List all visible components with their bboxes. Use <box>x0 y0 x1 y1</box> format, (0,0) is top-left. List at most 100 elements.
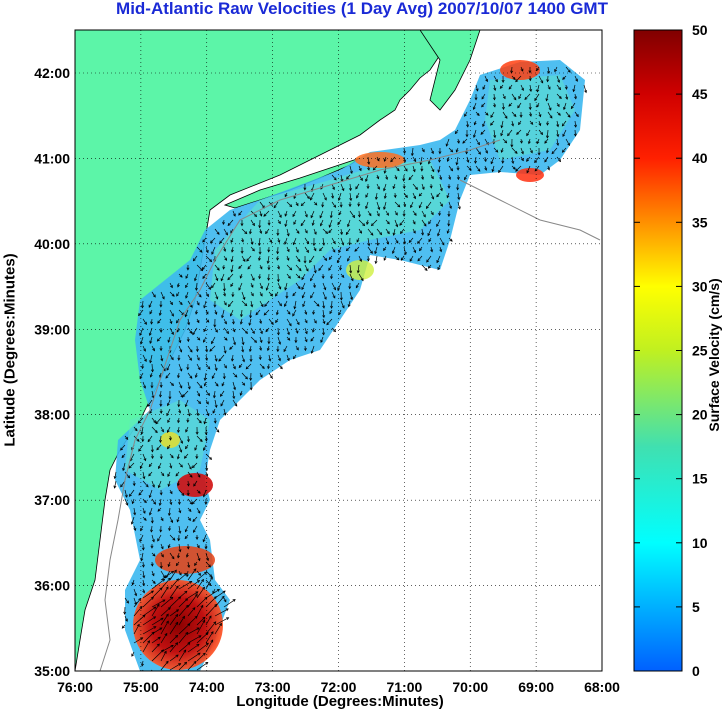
velocity-vector <box>556 156 561 162</box>
velocity-vector-head <box>224 337 228 341</box>
velocity-vector <box>249 318 252 326</box>
velocity-vector-head <box>276 251 280 255</box>
velocity-vector-head <box>178 572 182 576</box>
velocity-vector <box>169 609 179 617</box>
velocity-vector <box>474 156 477 164</box>
velocity-vector <box>529 147 533 154</box>
velocity-vector-head <box>296 347 299 351</box>
velocity-vector-head <box>386 221 390 225</box>
velocity-vector <box>295 246 299 253</box>
velocity-vector <box>149 507 153 516</box>
velocity-vector-head <box>142 590 146 594</box>
velocity-vector <box>412 183 418 190</box>
velocity-vector-head <box>374 196 378 200</box>
velocity-vector <box>247 264 252 270</box>
velocity-vector-head <box>349 270 353 274</box>
velocity-vector <box>547 84 551 90</box>
velocity-vector <box>286 318 292 326</box>
velocity-vector <box>187 327 193 334</box>
velocity-vector-head <box>139 332 143 337</box>
velocity-vector-head <box>223 248 227 252</box>
velocity-vector-head <box>530 150 533 154</box>
velocity-vector <box>187 644 200 653</box>
velocity-vector <box>439 201 443 207</box>
velocity-vector <box>448 174 451 180</box>
velocity-vector-head <box>219 240 223 244</box>
velocity-vector <box>202 534 207 542</box>
velocity-vector-head <box>547 167 551 171</box>
velocity-vector-head <box>187 386 191 390</box>
velocity-vector-head <box>446 230 450 234</box>
velocity-vector-head <box>357 203 361 207</box>
velocity-vector-head <box>474 160 478 164</box>
velocity-vector-head <box>260 304 264 308</box>
velocity-vector-head <box>279 303 282 307</box>
velocity-vector-head <box>300 203 304 207</box>
velocity-vector-head <box>242 258 246 262</box>
velocity-vector <box>182 390 189 397</box>
velocity-vector <box>187 561 190 568</box>
velocity-vector-head <box>205 311 209 315</box>
velocity-vector <box>265 327 270 332</box>
velocity-vector <box>141 660 144 666</box>
velocity-vector-head <box>472 134 476 139</box>
velocity-vector-head <box>184 404 188 408</box>
velocity-vector <box>367 237 370 246</box>
velocity-vector-head <box>170 357 174 361</box>
velocity-vector-head <box>547 70 551 75</box>
colorbar-tick-label: 20 <box>692 407 708 423</box>
velocity-vector-head <box>284 213 288 217</box>
velocity-vector-head <box>367 243 371 247</box>
velocity-vector <box>185 282 189 288</box>
velocity-vector-head <box>176 320 179 324</box>
velocity-vector-head <box>480 131 484 135</box>
velocity-vector-head <box>557 79 561 83</box>
velocity-vector-head <box>148 512 152 516</box>
velocity-vector-head <box>482 123 485 128</box>
velocity-vector <box>124 597 129 604</box>
velocity-vector-head <box>455 149 459 153</box>
velocity-vector <box>187 635 202 644</box>
velocity-vector-head <box>573 96 577 100</box>
velocity-vector-head <box>202 539 206 543</box>
velocity-vector-head <box>575 78 578 82</box>
velocity-vector <box>142 318 147 325</box>
velocity-vector-head <box>167 545 171 549</box>
velocity-vector-head <box>332 295 336 299</box>
velocity-vector-head <box>292 213 296 218</box>
velocity-vector <box>301 201 306 206</box>
velocity-vector <box>500 129 504 136</box>
velocity-vector-head <box>209 456 213 460</box>
velocity-vector <box>284 210 288 217</box>
velocity-vector <box>250 210 257 217</box>
velocity-vector-head <box>322 314 326 319</box>
velocity-vector <box>502 111 508 119</box>
velocity-vector-head <box>447 223 451 227</box>
velocity-vector <box>347 255 351 262</box>
velocity-vector-head <box>204 546 208 550</box>
velocity-vector <box>205 390 210 396</box>
velocity-vector <box>223 228 228 236</box>
velocity-vector <box>177 552 180 558</box>
velocity-vector-head <box>367 161 371 165</box>
velocity-vector-head <box>277 266 280 270</box>
velocity-vector <box>151 578 165 590</box>
velocity-vector <box>347 219 351 227</box>
velocity-vector <box>241 300 248 306</box>
velocity-vector-head <box>441 242 445 246</box>
velocity-vector-head <box>284 194 288 198</box>
velocity-vector-head <box>178 596 182 600</box>
velocity-vector <box>142 631 155 644</box>
velocity-vector-head <box>415 186 418 190</box>
velocity-vector-head <box>125 502 129 506</box>
velocity-vector-head <box>214 358 218 362</box>
velocity-vector <box>393 228 396 236</box>
velocity-vector-head <box>289 267 293 271</box>
velocity-vector <box>196 246 203 253</box>
velocity-vector <box>169 381 174 386</box>
velocity-vector-head <box>408 239 412 244</box>
velocity-vector-head <box>258 257 261 261</box>
velocity-vector <box>241 372 248 380</box>
velocity-vector-head <box>157 636 161 640</box>
velocity-vector-head <box>159 529 163 533</box>
